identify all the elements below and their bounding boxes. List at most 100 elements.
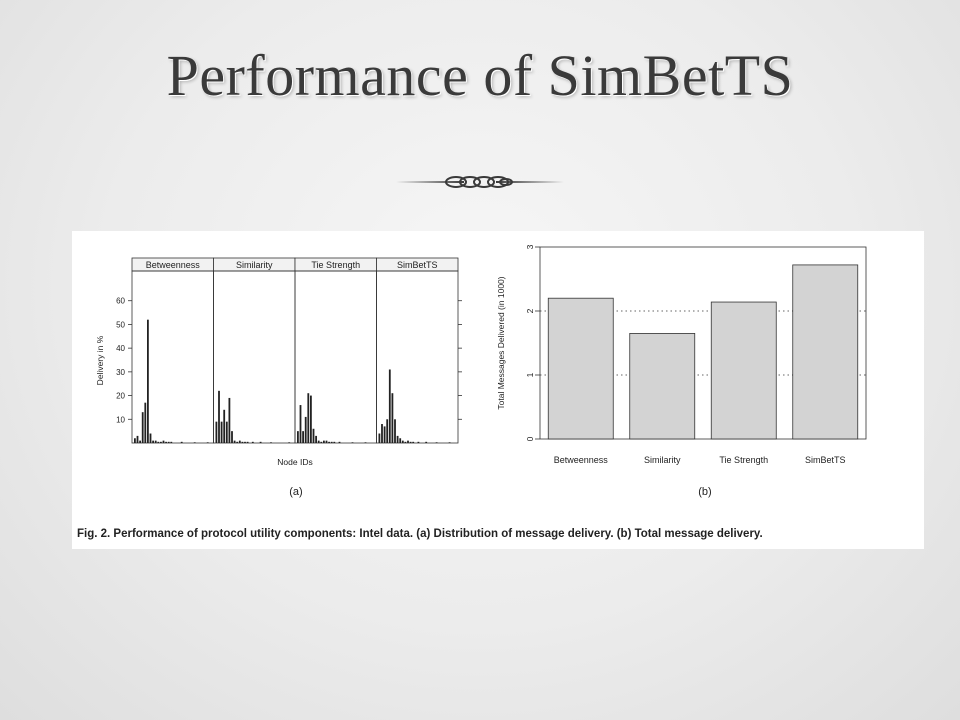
facet-2-bar-21 xyxy=(351,442,354,443)
b-bar-0 xyxy=(547,297,614,440)
facet-panel-1 xyxy=(213,270,296,444)
facet-3-bar-18 xyxy=(425,441,428,443)
a-ytick-label-2: 30 xyxy=(116,368,125,377)
facet-0-bar-9 xyxy=(157,441,160,443)
a-ytick-label-0: 10 xyxy=(116,415,125,424)
facet-3-bar-10 xyxy=(404,441,407,443)
facet-2-bar-6 xyxy=(312,428,315,443)
figure-svg: Betweenness Similarity Tie Strength SimBetT… xyxy=(77,244,867,540)
flourish-divider-icon xyxy=(396,176,564,188)
a-xlabel: Node IDs xyxy=(277,457,312,467)
facet-label-2: Tie Strength xyxy=(311,260,360,270)
facet-1-bar-7 xyxy=(233,440,236,443)
facet-1-bar-3 xyxy=(223,409,226,443)
facet-1-bar-11 xyxy=(244,441,246,443)
facet-2-bar-1 xyxy=(299,405,302,443)
facet-3-bar-27 xyxy=(448,442,451,443)
b-plot-frame xyxy=(539,246,867,440)
facet-1-bar-14 xyxy=(251,441,254,443)
b-xtick-label-3: SimBetTS xyxy=(805,455,846,465)
facet-2-bar-14 xyxy=(333,441,336,443)
facet-0-bar-7 xyxy=(152,440,154,443)
facet-label-3: SimBetTS xyxy=(397,260,438,270)
facet-0-bar-28 xyxy=(206,442,209,443)
facet-2-bar-8 xyxy=(317,440,320,443)
facet-3-bar-2 xyxy=(383,426,386,443)
facet-0-bar-3 xyxy=(141,412,144,443)
facet-2-bar-10 xyxy=(323,440,325,443)
b-xtick-label-0: Betweenness xyxy=(554,455,609,465)
facet-label-1: Similarity xyxy=(236,260,273,270)
facet-panel-2 xyxy=(294,270,377,444)
facet-0-bar-12 xyxy=(165,441,167,443)
facet-3-bar-0 xyxy=(378,433,381,443)
facet-3-bar-9 xyxy=(401,440,404,443)
b-ytick-label-2: 2 xyxy=(525,308,535,313)
facet-2-bar-7 xyxy=(315,435,317,443)
facet-3-bar-22 xyxy=(435,442,438,443)
facet-2-bar-9 xyxy=(320,441,323,443)
facet-0-bar-4 xyxy=(144,402,147,443)
facet-1-bar-17 xyxy=(259,441,262,443)
a-ytick-label-4: 50 xyxy=(116,320,125,329)
facet-2-bar-12 xyxy=(328,441,330,443)
facet-panel-0 xyxy=(131,270,214,444)
a-ytick-label-1: 20 xyxy=(116,392,125,401)
facet-1-bar-9 xyxy=(238,440,241,443)
b-bar-1 xyxy=(629,333,696,440)
facet-1-bar-0 xyxy=(215,421,218,443)
facet-1-bar-28 xyxy=(288,442,291,443)
a-ytick-label-3: 40 xyxy=(116,344,125,353)
facet-2-bar-5 xyxy=(310,395,312,443)
figure-label-a: (a) xyxy=(289,486,302,498)
facet-2-bar-4 xyxy=(307,393,310,443)
facet-1-bar-1 xyxy=(218,390,220,443)
facet-3-bar-8 xyxy=(399,438,402,443)
b-ytick-label-0: 0 xyxy=(525,436,535,441)
facet-1-bar-2 xyxy=(220,421,223,443)
facet-1-bar-10 xyxy=(241,441,244,443)
facet-1-bar-12 xyxy=(246,441,249,443)
facet-0-bar-6 xyxy=(149,433,152,443)
facet-2-bar-3 xyxy=(304,416,307,443)
facet-0-bar-23 xyxy=(193,442,196,443)
facet-3-bar-4 xyxy=(388,369,391,443)
facet-0-bar-5 xyxy=(147,319,149,443)
facet-0-bar-0 xyxy=(134,438,136,443)
b-bar-2 xyxy=(710,301,777,440)
facet-0-bar-8 xyxy=(154,440,157,443)
facet-2-bar-0 xyxy=(297,431,299,443)
slide-title: Performance of SimBetTS xyxy=(166,43,794,108)
facet-0-bar-13 xyxy=(167,441,170,443)
a-ytick-label-5: 60 xyxy=(116,297,125,306)
facet-1-bar-5 xyxy=(228,397,231,443)
facet-3-bar-6 xyxy=(394,419,396,443)
facet-3-bar-15 xyxy=(417,441,420,443)
b-ytick-label-1: 1 xyxy=(525,372,535,377)
facet-3-bar-11 xyxy=(407,440,409,443)
facet-0-bar-18 xyxy=(180,441,183,443)
facet-0-bar-11 xyxy=(162,440,165,443)
b-ylabel: Total Messages Delivered (in 1000) xyxy=(496,276,506,409)
facet-1-bar-21 xyxy=(270,442,272,443)
facet-2-bar-2 xyxy=(302,431,304,443)
facet-0-bar-14 xyxy=(170,441,173,443)
figure-panel: Betweenness Similarity Tie Strength SimBetT… xyxy=(72,231,924,549)
chart-a-delivery-distribution: Betweenness Similarity Tie Strength SimBetT… xyxy=(95,257,462,467)
facet-panel-3 xyxy=(376,270,459,444)
facet-1-bar-8 xyxy=(236,441,239,443)
facet-0-bar-10 xyxy=(160,441,162,443)
facet-label-0: Betweenness xyxy=(146,260,201,270)
facet-1-bar-6 xyxy=(231,431,233,443)
facet-3-bar-7 xyxy=(396,435,399,443)
facet-2-bar-16 xyxy=(338,441,341,443)
b-xtick-label-1: Similarity xyxy=(644,455,681,465)
facet-3-bar-13 xyxy=(412,441,415,443)
figure-caption: Fig. 2. Performance of protocol utility … xyxy=(77,528,763,540)
facet-2-bar-11 xyxy=(325,440,328,443)
b-bar-3 xyxy=(792,264,859,440)
facet-0-bar-2 xyxy=(139,440,141,443)
a-ylabel: Delivery in % xyxy=(95,335,105,385)
figure-label-b: (b) xyxy=(698,486,711,498)
facet-3-bar-12 xyxy=(409,441,412,443)
